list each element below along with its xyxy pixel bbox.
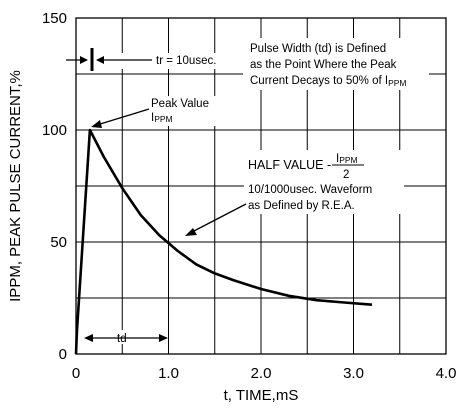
- tr-label: tr = 10usec.: [156, 55, 216, 67]
- x-tick-label: 3.0: [343, 365, 364, 382]
- half-value-numerator: IPPM: [336, 153, 358, 165]
- pulse-width-line-1: Pulse Width (td) is Defined: [250, 43, 386, 55]
- x-tick-label: 0: [72, 365, 80, 382]
- peak-arrow: [96, 108, 150, 126]
- peak-label-line-1: Peak Value: [151, 98, 209, 110]
- pulse-width-line-3: Current Decays to 50% of IPPM: [250, 75, 406, 88]
- peak-arrowhead: [91, 120, 102, 128]
- tick-labels: 0 1.0 2.0 3.0 4.0 0 50 100 150: [42, 10, 456, 382]
- peak-label-bg: [148, 96, 218, 126]
- waveform-line-1: 10/1000usec. Waveform: [248, 184, 372, 196]
- pulse-width-line-2: as the Point Where the Peak: [250, 59, 397, 71]
- y-tick-label: 150: [42, 10, 67, 27]
- td-arrowhead-right: [159, 334, 168, 342]
- y-axis-label: IPPM, PEAK PULSE CURRENT,%: [7, 70, 24, 302]
- td-label-bg: [114, 330, 132, 344]
- x-tick-label: 2.0: [251, 365, 272, 382]
- peak-label-line-2: IPPM: [151, 112, 173, 124]
- x-tick-label: 4.0: [436, 365, 457, 382]
- tr-arrowhead-right: [96, 56, 104, 64]
- y-tick-label: 50: [50, 234, 67, 251]
- y-tick-label: 100: [42, 122, 67, 139]
- x-axis-label: t, TIME,mS: [224, 387, 299, 404]
- pulse-width-box-bg: [243, 38, 429, 90]
- half-value-label: HALF VALUE -: [248, 158, 331, 172]
- waveform-line-2: as Defined by R.E.A.: [248, 200, 355, 212]
- half-value-bg: [244, 150, 404, 214]
- td-label: td: [117, 333, 127, 345]
- y-tick-label: 0: [59, 346, 67, 363]
- series-line: [74, 128, 373, 355]
- x-tick-label: 1.0: [158, 365, 179, 382]
- tr-arrowhead-left: [80, 56, 88, 64]
- tr-label-bg: [101, 53, 221, 69]
- waveform-arrowhead: [185, 228, 197, 236]
- half-value-denominator: 2: [343, 169, 349, 181]
- td-arrowhead-left: [84, 334, 93, 342]
- waveform-arrow: [191, 203, 247, 233]
